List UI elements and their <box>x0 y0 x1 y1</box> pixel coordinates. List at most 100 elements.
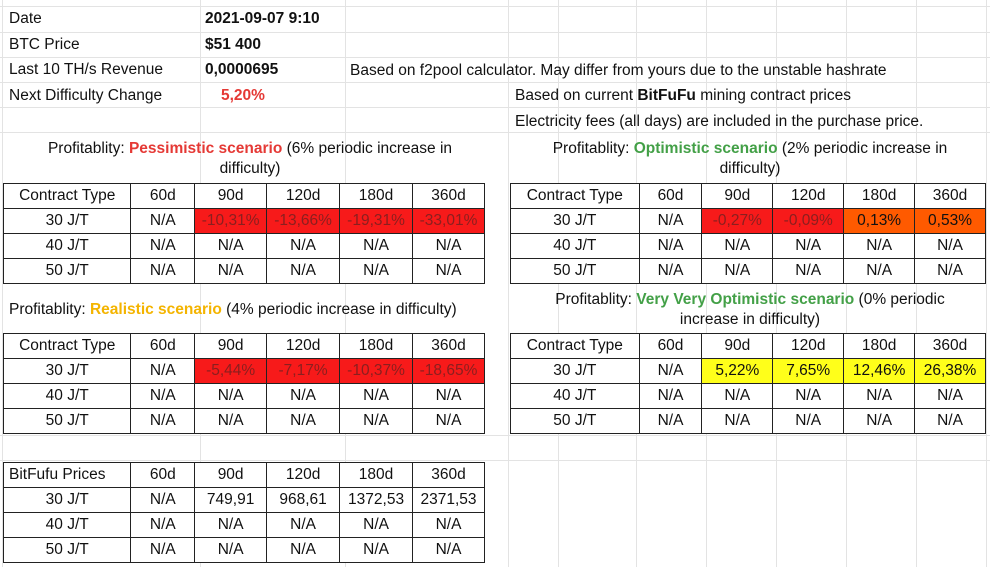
table-header-row: BitFufu Prices 60d 90d 120d 180d 360d <box>2 462 485 488</box>
table-cell: N/A <box>339 258 414 284</box>
table-cell: N/A <box>638 258 703 284</box>
table-cell: N/A <box>914 383 986 409</box>
table-row: 30 J/T N/A -10,31% -13,66% -19,31% -33,01% <box>2 208 485 234</box>
column-header-180d: 180d <box>339 183 414 209</box>
table-cell: N/A <box>638 358 703 384</box>
btc-price-value: $51 400 <box>205 36 262 53</box>
contract-prices-note: Based on current BitFuFu mining contract… <box>515 86 851 106</box>
table-cell: N/A <box>638 383 703 409</box>
table-cell: N/A <box>701 383 774 409</box>
table-cell: N/A <box>339 383 414 409</box>
realistic-header: Profitablity: Realistic scenario (4% per… <box>9 300 457 320</box>
table-cell: N/A <box>339 537 414 563</box>
contract-type-cell: 50 J/T <box>2 537 132 563</box>
optimistic-header: Profitablity: Optimistic scenario (2% pe… <box>510 139 990 179</box>
column-header-contract-type: Contract Type <box>510 183 640 209</box>
table-row: 40 J/T N/A N/A N/A N/A N/A <box>2 383 485 409</box>
table-cell: 26,38% <box>914 358 986 384</box>
table-cell: 1372,53 <box>339 487 414 513</box>
column-header-120d: 120d <box>772 333 845 359</box>
table-cell: N/A <box>914 408 986 434</box>
table-cell: N/A <box>194 383 268 409</box>
table-cell: N/A <box>412 408 485 434</box>
table-cell: 968,61 <box>266 487 341 513</box>
column-header-60d: 60d <box>130 462 196 488</box>
column-header-contract-type: Contract Type <box>2 183 132 209</box>
column-header-90d: 90d <box>701 183 774 209</box>
column-header-60d: 60d <box>130 333 196 359</box>
table-row: 50 J/T N/A N/A N/A N/A N/A <box>2 537 485 563</box>
table-header-row: Contract Type 60d 90d 120d 180d 360d <box>510 333 986 359</box>
table-cell: N/A <box>130 208 196 234</box>
table-cell: N/A <box>772 408 845 434</box>
contract-type-cell: 50 J/T <box>2 258 132 284</box>
table-cell: N/A <box>412 233 485 259</box>
column-header-120d: 120d <box>772 183 845 209</box>
table-cell: N/A <box>266 537 341 563</box>
table-cell: N/A <box>843 408 916 434</box>
realistic-prefix: Profitablity: <box>9 301 90 318</box>
table-row: 50 J/T N/A N/A N/A N/A N/A <box>2 258 485 284</box>
very-optimistic-header: Profitablity: Very Very Optimistic scena… <box>500 290 990 330</box>
table-cell: N/A <box>638 208 703 234</box>
contract-type-cell: 30 J/T <box>2 487 132 513</box>
table-cell: 12,46% <box>843 358 916 384</box>
table-cell: N/A <box>412 537 485 563</box>
very-optimistic-scenario-name: Very Very Optimistic scenario <box>636 291 855 308</box>
table-cell: N/A <box>266 233 341 259</box>
pessimistic-header: Profitablity: Pessimistic scenario (6% p… <box>10 139 490 179</box>
difficulty-label: Next Difficulty Change <box>9 87 163 104</box>
optimistic-suffix: (2% periodic increase in <box>777 140 948 157</box>
table-cell: N/A <box>194 537 268 563</box>
column-header-120d: 120d <box>266 333 341 359</box>
table-cell: N/A <box>638 233 703 259</box>
table-row: 30 J/T N/A -5,44% -7,17% -10,37% -18,65% <box>2 358 485 384</box>
electricity-note: Electricity fees (all days) are included… <box>515 113 924 130</box>
table-cell: N/A <box>701 408 774 434</box>
table-cell: N/A <box>412 512 485 538</box>
table-row: 50 J/T N/A N/A N/A N/A N/A <box>2 408 485 434</box>
pessimistic-suffix: (6% periodic increase in <box>282 140 453 157</box>
table-cell: -0,27% <box>701 208 774 234</box>
table-cell: N/A <box>843 383 916 409</box>
table-row: 30 J/T N/A 5,22% 7,65% 12,46% 26,38% <box>510 358 986 384</box>
contract-type-cell: 30 J/T <box>2 358 132 384</box>
table-row: 40 J/T N/A N/A N/A N/A N/A <box>2 233 485 259</box>
very-optimistic-suffix-line2: increase in difficulty) <box>679 311 821 328</box>
very-optimistic-table: Contract Type 60d 90d 120d 180d 360d 30 J/T N/A… <box>510 333 986 434</box>
column-header-360d: 360d <box>412 333 485 359</box>
table-header-row: Contract Type 60d 90d 120d 180d 360d <box>2 333 485 359</box>
contract-note-brand: BitFuFu <box>637 87 696 104</box>
date-value: 2021-09-07 9:10 <box>205 10 320 27</box>
contract-note-prefix: Based on current <box>515 87 638 104</box>
column-header-60d: 60d <box>130 183 196 209</box>
realistic-scenario-name: Realistic scenario <box>89 301 222 318</box>
table-cell: -33,01% <box>412 208 485 234</box>
table-cell: -19,31% <box>339 208 414 234</box>
table-cell: N/A <box>412 383 485 409</box>
table-cell: -10,31% <box>194 208 268 234</box>
pessimistic-table: Contract Type 60d 90d 120d 180d 360d 30 J/T N/A… <box>2 183 485 284</box>
realistic-suffix: (4% periodic increase in difficulty) <box>221 301 457 318</box>
contract-type-cell: 40 J/T <box>510 233 640 259</box>
contract-type-cell: 30 J/T <box>510 358 640 384</box>
table-cell: N/A <box>339 408 414 434</box>
column-header-360d: 360d <box>412 183 485 209</box>
date-label: Date <box>9 10 42 27</box>
table-row: 40 J/T N/A N/A N/A N/A N/A <box>510 383 986 409</box>
contract-type-cell: 40 J/T <box>2 383 132 409</box>
table-cell: 0,13% <box>843 208 916 234</box>
table-cell: 5,22% <box>701 358 774 384</box>
table-cell: N/A <box>266 383 341 409</box>
table-cell: N/A <box>130 358 196 384</box>
contract-type-cell: 50 J/T <box>510 408 640 434</box>
table-cell: N/A <box>914 258 986 284</box>
column-header-60d: 60d <box>638 183 703 209</box>
table-cell: 749,91 <box>194 487 268 513</box>
table-cell: N/A <box>130 487 196 513</box>
table-row: 40 J/T N/A N/A N/A N/A N/A <box>510 233 986 259</box>
pessimistic-prefix: Profitablity: <box>47 140 129 157</box>
table-cell: N/A <box>266 512 341 538</box>
table-row: 30 J/T N/A -0,27% -0,09% 0,13% 0,53% <box>510 208 986 234</box>
column-header-360d: 360d <box>412 462 485 488</box>
